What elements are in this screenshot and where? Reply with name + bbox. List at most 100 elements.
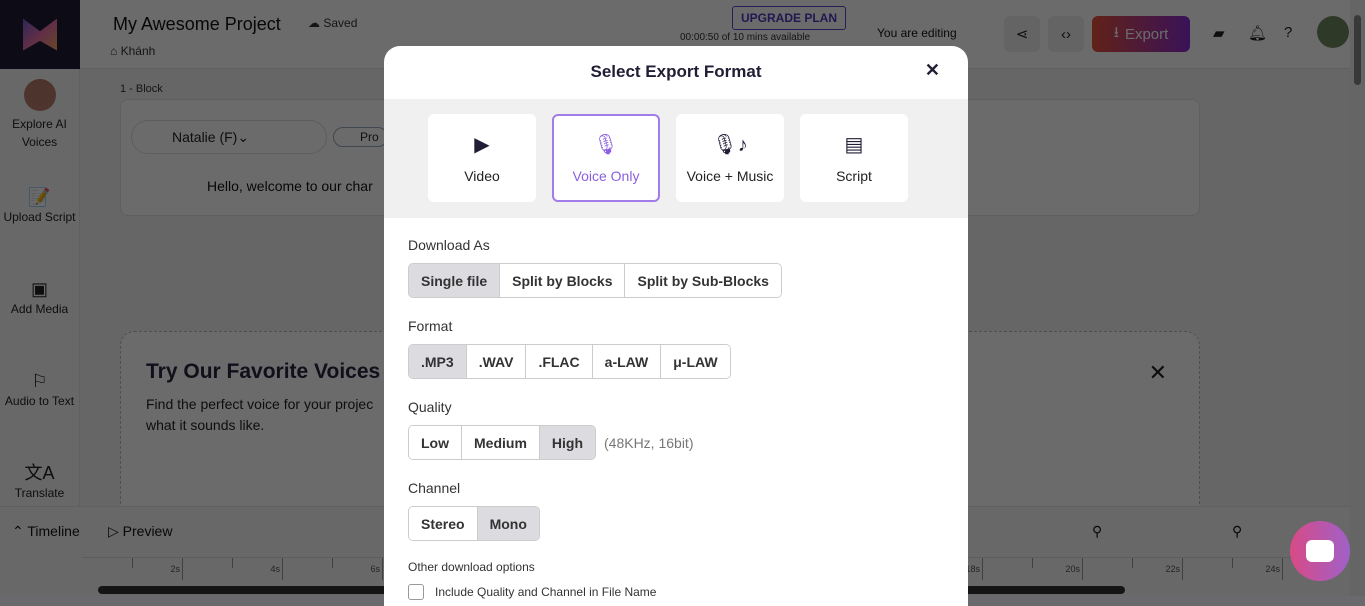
channel-label: Channel xyxy=(408,480,461,496)
script-icon: ▤ xyxy=(844,134,864,156)
option-mono[interactable]: Mono xyxy=(477,507,539,540)
channel-group: Stereo Mono xyxy=(408,506,540,541)
option-ulaw[interactable]: μ-LAW xyxy=(661,345,730,378)
save-status-text: Saved xyxy=(323,16,358,30)
ruler-label: 6s xyxy=(370,564,380,574)
sidebar-label: Explore AI Voices xyxy=(12,117,67,149)
ruler-tick xyxy=(982,558,983,580)
format-voice-music[interactable]: 🎙︎♪ Voice + Music xyxy=(676,114,784,202)
export-label: Export xyxy=(1124,25,1169,43)
sidebar-item-explore-voices[interactable]: Explore AI Voices xyxy=(0,69,79,161)
preview-tab[interactable]: ▷ Preview xyxy=(108,523,172,540)
sidebar-label: Audio to Text xyxy=(4,394,75,408)
option-stereo[interactable]: Stereo xyxy=(409,507,478,540)
share-button[interactable]: ⋖ xyxy=(1004,16,1040,52)
voice-name: Natalie (F) xyxy=(172,129,238,145)
ruler-tick xyxy=(1182,558,1183,580)
format-script[interactable]: ▤ Script xyxy=(800,114,908,202)
file-format-group: .MP3 .WAV .FLAC a-LAW μ-LAW xyxy=(408,344,731,379)
voice-avatar xyxy=(23,79,56,111)
sidebar-item-audio-to-text[interactable]: ⚐ Audio to Text xyxy=(0,345,79,437)
option-split-sub-blocks[interactable]: Split by Sub-Blocks xyxy=(625,264,781,297)
export-button[interactable]: ⭳ Export xyxy=(1092,16,1190,52)
option-split-blocks[interactable]: Split by Blocks xyxy=(500,264,626,297)
ruler-label: 24s xyxy=(1265,564,1280,574)
download-as-group: Single file Split by Blocks Split by Sub… xyxy=(408,263,782,298)
save-status: ☁ Saved xyxy=(308,16,357,30)
tile-label: Voice + Music xyxy=(686,168,774,184)
add-media-icon: ▣ xyxy=(30,279,48,299)
ruler-tick xyxy=(1082,558,1083,580)
ruler-tick xyxy=(132,558,133,568)
ruler-tick xyxy=(1132,558,1133,568)
format-label: Format xyxy=(408,318,453,334)
share-icon: ⋖ xyxy=(1015,26,1029,43)
sidebar-item-upload-script[interactable]: 📝 Upload Script xyxy=(0,161,79,253)
other-options-label: Other download options xyxy=(408,560,535,574)
user-avatar[interactable] xyxy=(1317,16,1349,48)
cloud-icon: ☁ xyxy=(308,16,324,30)
page-scrollbar[interactable] xyxy=(1350,0,1365,596)
sidebar-label: Upload Script xyxy=(3,210,76,224)
option-mp3[interactable]: .MP3 xyxy=(409,345,467,378)
ruler-tick xyxy=(1032,558,1033,568)
sidebar-item-translate[interactable]: 文A Translate xyxy=(0,437,79,529)
chevron-down-icon: ⌄ xyxy=(237,128,250,145)
tile-label: Video xyxy=(464,168,500,184)
ruler-tick xyxy=(332,558,333,568)
microphone-icon: 🎙︎ xyxy=(593,134,619,156)
block-text[interactable]: Hello, welcome to our char xyxy=(207,178,373,194)
ruler-label: 2s xyxy=(170,564,180,574)
option-high[interactable]: High xyxy=(539,426,595,459)
option-medium[interactable]: Medium xyxy=(462,426,540,459)
home-icon: ⌂ xyxy=(110,44,121,58)
promo-title: Try Our Favorite Voices xyxy=(146,360,381,383)
upgrade-plan-button[interactable]: UPGRADE PLAN xyxy=(732,6,847,30)
chat-button[interactable] xyxy=(1290,521,1350,581)
include-quality-label[interactable]: Include Quality and Channel in File Name xyxy=(435,585,657,599)
breadcrumb-label: Khánh xyxy=(120,44,156,58)
download-icon: ⭳ xyxy=(1113,23,1119,41)
tile-label: Voice Only xyxy=(572,168,640,184)
ruler-tick xyxy=(382,558,383,580)
help-icon[interactable]: ? xyxy=(1284,24,1293,41)
editing-status: You are editing xyxy=(877,26,957,40)
quality-note: (48KHz, 16bit) xyxy=(604,435,694,451)
promo-text: Find the perfect voice for your projec w… xyxy=(146,396,374,433)
tile-label: Script xyxy=(836,168,872,184)
option-low[interactable]: Low xyxy=(409,426,462,459)
include-quality-checkbox[interactable] xyxy=(408,584,424,600)
bell-icon[interactable]: 🔔︎ xyxy=(1248,25,1268,42)
timeline-tab[interactable]: ⌃ Timeline xyxy=(12,523,80,540)
ruler-tick xyxy=(1282,558,1283,580)
preview-label: Preview xyxy=(122,523,173,539)
breadcrumb[interactable]: ⌂ Khánh xyxy=(110,44,155,58)
comment-icon[interactable]: ▰ xyxy=(1213,25,1225,42)
embed-button[interactable]: ‹› xyxy=(1048,16,1084,52)
close-icon[interactable]: ✕ xyxy=(1148,360,1167,385)
ruler-label: 4s xyxy=(270,564,280,574)
block-label: 1 - Block xyxy=(120,83,163,95)
format-video[interactable]: ▶ Video xyxy=(428,114,536,202)
ruler-label: 18s xyxy=(965,564,980,574)
close-icon[interactable]: ✕ xyxy=(924,60,940,80)
voice-selector[interactable]: Natalie (F) ⌄ xyxy=(131,120,327,154)
minutes-available: 00:00:50 of 10 mins available xyxy=(680,32,811,43)
pro-badge[interactable]: Pro xyxy=(333,127,388,147)
option-single-file[interactable]: Single file xyxy=(409,264,501,297)
export-format-modal: Select Export Format ✕ ▶ Video 🎙︎ Voice On… xyxy=(384,46,968,606)
option-flac[interactable]: .FLAC xyxy=(526,345,593,378)
voice-music-icon: 🎙︎♪ xyxy=(712,134,748,156)
project-title[interactable]: My Awesome Project xyxy=(113,14,281,34)
option-wav[interactable]: .WAV xyxy=(466,345,527,378)
audio-to-text-icon: ⚐ xyxy=(31,371,48,391)
sidebar-label: Translate xyxy=(14,486,65,500)
code-icon: ‹› xyxy=(1061,25,1071,43)
app-logo[interactable] xyxy=(0,0,80,69)
format-voice-only[interactable]: 🎙︎ Voice Only xyxy=(552,114,660,202)
zoom-out-icon[interactable]: ⚲ xyxy=(1092,523,1103,539)
sidebar-item-add-media[interactable]: ▣ Add Media xyxy=(0,253,79,345)
translate-icon: 文A xyxy=(24,463,55,483)
zoom-in-icon[interactable]: ⚲ xyxy=(1232,523,1243,539)
option-alaw[interactable]: a-LAW xyxy=(592,345,662,378)
